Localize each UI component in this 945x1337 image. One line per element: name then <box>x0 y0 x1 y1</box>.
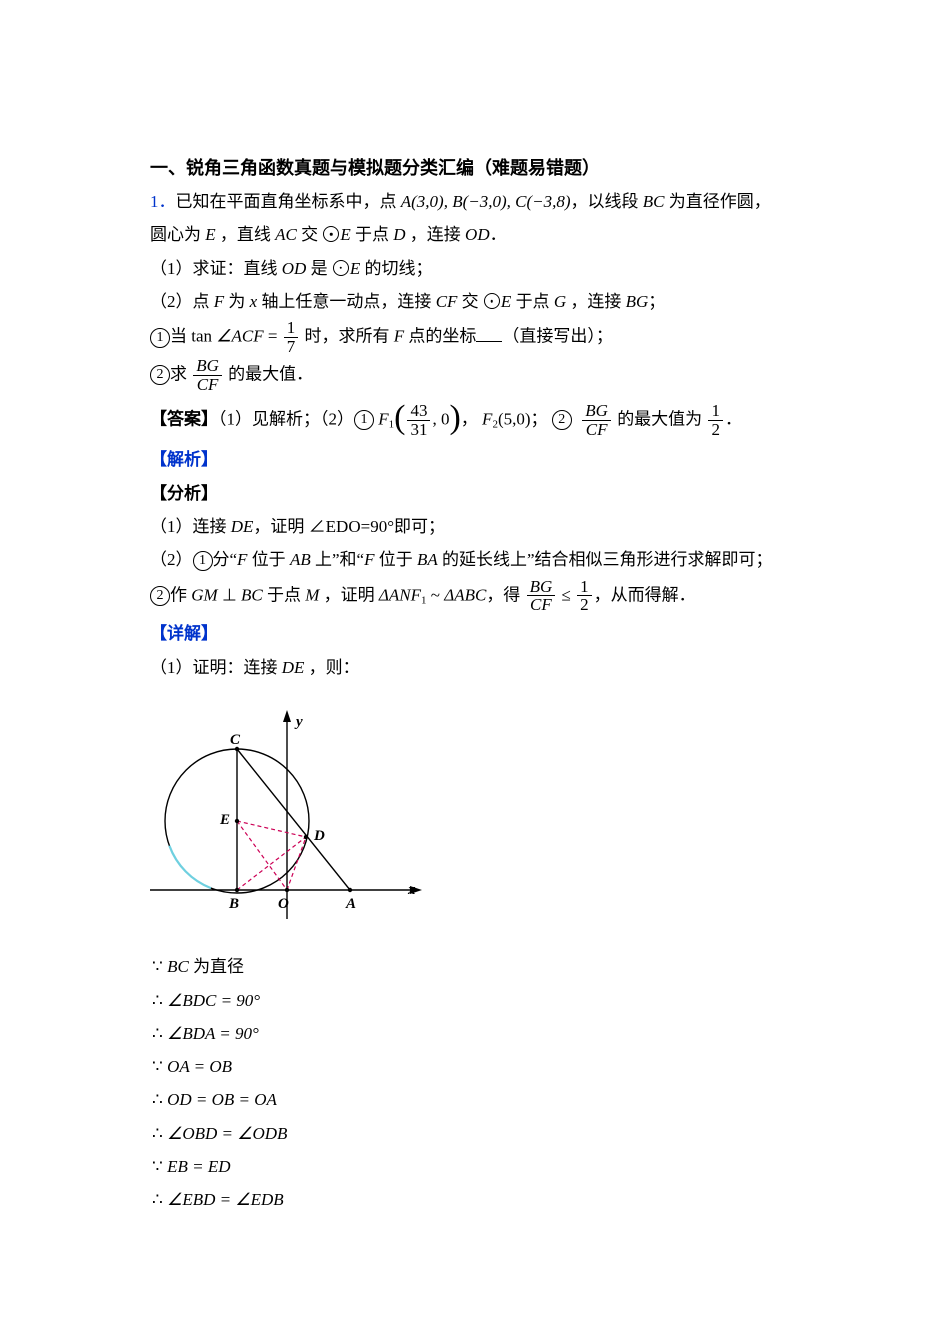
circle-e-icon <box>323 226 339 242</box>
diagram-svg: C E D B O Ax y <box>150 694 430 934</box>
problem-1-sub-1: 1当 tan ∠ACF = 17 时，求所有 F 点的坐标（直接写出）； <box>150 319 795 356</box>
fraction-bg-cf: BGCF <box>580 402 613 439</box>
fraction-1-7: 17 <box>282 319 301 356</box>
circled-2-icon: 2 <box>150 365 170 385</box>
problem-1-line-2: 圆心为 E ，直线 AC 交 E 于点 D ，连接 OD． <box>150 219 795 251</box>
svg-text:O: O <box>278 896 289 912</box>
analysis-line-3: 2作 GM ⊥ BC 于点 M ，证明 ΔANF1 ~ ΔABC，得 BGCF … <box>150 578 795 615</box>
circle-e-icon <box>333 260 349 276</box>
analysis-line-2: （2）1分“F 位于 AB 上”和“F 位于 BA 的延长线上”结合相似三角形进… <box>150 544 795 576</box>
circled-2-icon: 2 <box>150 586 170 606</box>
analysis-line-1: （1）连接 DE，证明 ∠EDO=90°即可； <box>150 511 795 543</box>
proof-step-1: ∵ BC 为直径 <box>150 951 795 983</box>
blank-answer <box>476 341 502 342</box>
circled-2-icon: 2 <box>552 410 572 430</box>
detail-line-1: （1）证明：连接 DE ，则： <box>150 652 795 684</box>
proof-step-6: ∴ ∠OBD = ∠ODB <box>150 1118 795 1150</box>
right-paren-icon: ) <box>449 403 460 434</box>
fraction-half: 12 <box>706 402 725 439</box>
proof-step-7: ∵ EB = ED <box>150 1151 795 1183</box>
section-heading: 一、锐角三角函数真题与模拟题分类汇编（难题易错题） <box>150 151 795 185</box>
heading-jiexi: 【解析】 <box>150 444 795 476</box>
proof-step-8: ∴ ∠EBD = ∠EDB <box>150 1184 795 1216</box>
svg-text:A: A <box>345 896 356 912</box>
proof-step-4: ∵ OA = OB <box>150 1051 795 1083</box>
fraction-bg-cf: BGCF <box>525 578 558 615</box>
problem-number: 1． <box>150 192 176 211</box>
geometry-diagram: C E D B O Ax y <box>150 694 795 945</box>
circled-1-icon: 1 <box>193 551 213 571</box>
fraction-bg-cf: BGCF <box>191 357 224 394</box>
svg-text:x: x <box>407 882 416 898</box>
problem-1-line-1: 1．已知在平面直角坐标系中，点 A(3,0), B(−3,0), C(−3,8)… <box>150 186 795 218</box>
svg-text:D: D <box>313 828 325 844</box>
fraction-43-31: 4331 <box>405 402 432 439</box>
circle-e-icon <box>484 293 500 309</box>
proof-step-2: ∴ ∠BDC = 90° <box>150 985 795 1017</box>
document-page: 一、锐角三角函数真题与模拟题分类汇编（难题易错题） 1．已知在平面直角坐标系中，… <box>0 0 945 1337</box>
proof-step-5: ∴ OD = OB = OA <box>150 1084 795 1116</box>
fraction-half: 12 <box>575 578 594 615</box>
circled-1-icon: 1 <box>354 410 374 430</box>
answer-line: 【答案】（1）见解析；（2）1 F1(4331, 0)， F2(5,0)； 2 … <box>150 402 795 439</box>
problem-1-sub-2: 2求 BGCF 的最大值． <box>150 357 795 394</box>
heading-fenxi: 【分析】 <box>150 478 795 510</box>
circled-1-icon: 1 <box>150 328 170 348</box>
heading-xiangjie: 【详解】 <box>150 618 795 650</box>
left-paren-icon: ( <box>394 403 405 434</box>
problem-1-part-1: （1）求证：直线 OD 是 E 的切线； <box>150 253 795 285</box>
proof-step-3: ∴ ∠BDA = 90° <box>150 1018 795 1050</box>
svg-text:y: y <box>294 714 303 730</box>
svg-text:C: C <box>230 732 241 748</box>
svg-text:E: E <box>219 812 230 828</box>
svg-text:B: B <box>228 896 239 912</box>
problem-1-part-2: （2）点 F 为 x 轴上任意一动点，连接 CF 交 E 于点 G ，连接 BG… <box>150 286 795 318</box>
